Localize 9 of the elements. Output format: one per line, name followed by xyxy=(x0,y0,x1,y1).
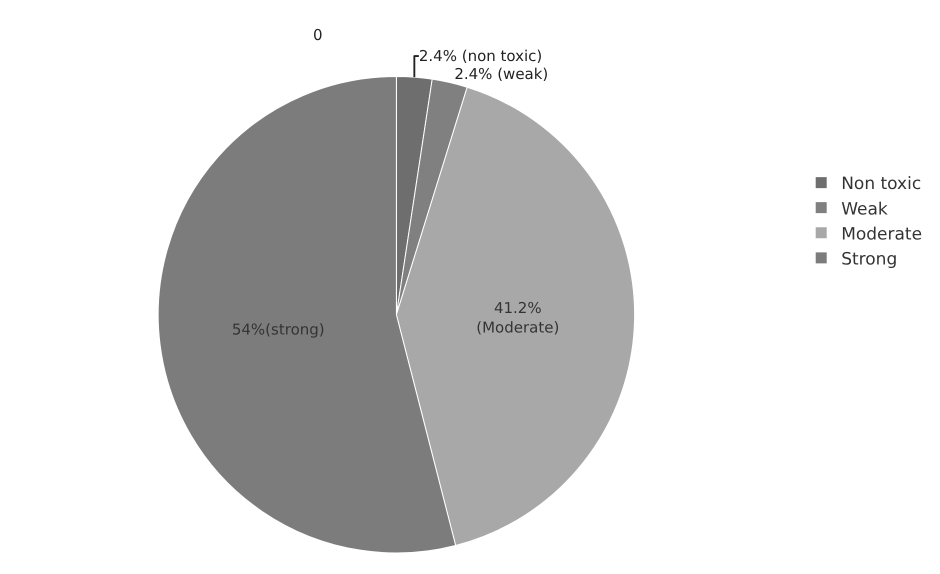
legend-label: Moderate xyxy=(841,224,922,244)
data-label: 41.2% (Moderate) xyxy=(476,299,560,336)
text: 0 xyxy=(313,26,323,44)
legend-label: Weak xyxy=(841,199,888,220)
data-label: 54%(strong) xyxy=(232,320,325,339)
legend-label: Non toxic xyxy=(841,174,922,194)
data-label: 2.4% (non toxic) xyxy=(418,47,542,65)
legend-label: Strong xyxy=(841,250,898,270)
data-label: 2.4% (weak) xyxy=(454,65,548,83)
